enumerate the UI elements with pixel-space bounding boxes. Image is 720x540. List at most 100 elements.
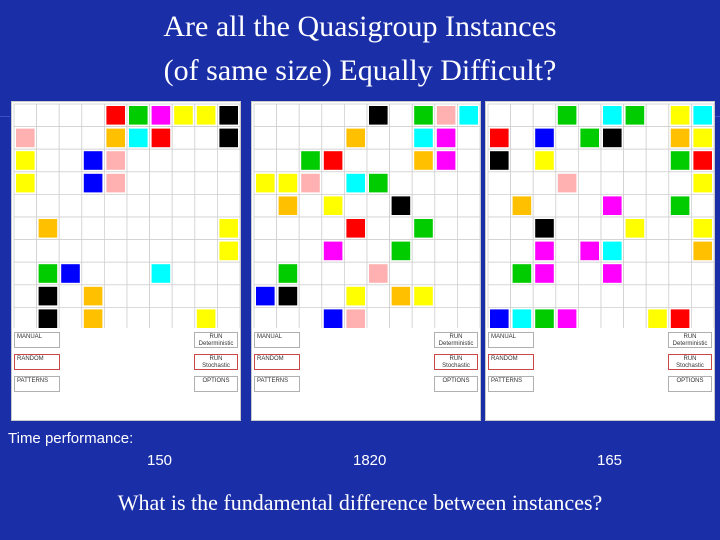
grid-cell[interactable]: [645, 239, 670, 263]
grid-cell[interactable]: [253, 148, 278, 173]
grid-cell[interactable]: [194, 239, 218, 263]
random-button[interactable]: RANDOM: [488, 354, 534, 370]
colored-cell-orange[interactable]: [106, 128, 125, 148]
colored-cell-orange[interactable]: [346, 128, 365, 148]
colored-cell-yellow[interactable]: [535, 151, 554, 170]
grid-cell[interactable]: [578, 148, 602, 173]
colored-cell-green[interactable]: [414, 106, 433, 125]
colored-cell-red[interactable]: [346, 219, 365, 238]
colored-cell-yellow[interactable]: [693, 173, 712, 193]
random-button[interactable]: RANDOM: [254, 354, 300, 370]
grid-cell[interactable]: [578, 103, 602, 128]
colored-cell-yellow[interactable]: [670, 106, 690, 125]
grid-cell[interactable]: [668, 171, 692, 195]
grid-cell[interactable]: [411, 261, 436, 286]
grid-cell[interactable]: [321, 171, 345, 195]
grid-cell[interactable]: [456, 171, 480, 195]
grid-cell[interactable]: [668, 216, 692, 241]
grid-cell[interactable]: [149, 194, 173, 218]
grid-cell[interactable]: [171, 216, 196, 241]
grid-cell[interactable]: [253, 194, 278, 218]
grid-cell[interactable]: [253, 126, 278, 150]
colored-cell-black[interactable]: [38, 309, 58, 328]
patterns-button[interactable]: PATTERNS: [14, 376, 60, 392]
grid-cell[interactable]: [126, 306, 151, 328]
grid-cell[interactable]: [366, 216, 391, 241]
grid-cell[interactable]: [434, 216, 458, 241]
colored-cell-magenta[interactable]: [557, 309, 577, 328]
colored-cell-blue[interactable]: [323, 309, 343, 328]
grid-cell[interactable]: [389, 126, 413, 150]
grid-cell[interactable]: [81, 126, 105, 150]
grid-cell[interactable]: [36, 194, 60, 218]
grid-cell[interactable]: [298, 216, 323, 241]
grid-cell[interactable]: [13, 103, 38, 128]
colored-cell-red[interactable]: [106, 106, 125, 125]
grid-cell[interactable]: [456, 148, 480, 173]
grid-cell[interactable]: [456, 261, 480, 286]
grid-cell[interactable]: [253, 306, 278, 328]
colored-cell-green[interactable]: [414, 219, 433, 238]
grid-cell[interactable]: [81, 239, 105, 263]
colored-cell-magenta[interactable]: [151, 106, 171, 125]
colored-cell-blue[interactable]: [535, 128, 554, 148]
grid-cell[interactable]: [171, 306, 196, 328]
grid-cell[interactable]: [645, 261, 670, 286]
grid-cell[interactable]: [487, 103, 512, 128]
grid-cell[interactable]: [81, 194, 105, 218]
grid-cell[interactable]: [645, 284, 670, 308]
grid-cell[interactable]: [600, 148, 625, 173]
grid-cell[interactable]: [81, 261, 105, 286]
grid-cell[interactable]: [623, 194, 647, 218]
colored-cell-green[interactable]: [670, 196, 690, 215]
grid-cell[interactable]: [668, 284, 692, 308]
colored-cell-yellow[interactable]: [648, 309, 667, 328]
grid-cell[interactable]: [487, 261, 512, 286]
grid-cell[interactable]: [434, 306, 458, 328]
grid-cell[interactable]: [456, 194, 480, 218]
colored-cell-orange[interactable]: [414, 151, 433, 170]
grid-cell[interactable]: [276, 306, 300, 328]
grid-cell[interactable]: [126, 148, 151, 173]
grid-cell[interactable]: [487, 239, 512, 263]
grid-cell[interactable]: [532, 103, 557, 128]
grid-cell[interactable]: [578, 171, 602, 195]
colored-cell-yellow[interactable]: [219, 241, 238, 261]
grid-cell[interactable]: [434, 194, 458, 218]
grid-cell[interactable]: [623, 239, 647, 263]
grid-cell[interactable]: [36, 239, 60, 263]
grid-cell[interactable]: [623, 148, 647, 173]
grid-cell[interactable]: [578, 306, 602, 328]
colored-cell-blue[interactable]: [61, 264, 80, 283]
colored-cell-cyan[interactable]: [603, 241, 622, 261]
colored-cell-cyan[interactable]: [512, 309, 532, 328]
colored-cell-green[interactable]: [129, 106, 148, 125]
colored-cell-pink[interactable]: [106, 173, 125, 193]
grid-cell[interactable]: [389, 103, 413, 128]
grid-cell[interactable]: [344, 261, 368, 286]
patterns-button[interactable]: PATTERNS: [488, 376, 534, 392]
grid-cell[interactable]: [126, 171, 151, 195]
grid-cell[interactable]: [149, 306, 173, 328]
grid-cell[interactable]: [321, 216, 345, 241]
colored-cell-cyan[interactable]: [603, 106, 622, 125]
colored-cell-black[interactable]: [369, 106, 388, 125]
grid-cell[interactable]: [411, 194, 436, 218]
colored-cell-cyan[interactable]: [693, 106, 712, 125]
run-stochastic-button[interactable]: RUN Stochastic: [194, 354, 238, 370]
grid-cell[interactable]: [171, 148, 196, 173]
grid-cell[interactable]: [81, 216, 105, 241]
grid-cell[interactable]: [58, 284, 83, 308]
grid-cell[interactable]: [298, 103, 323, 128]
grid-cell[interactable]: [298, 306, 323, 328]
grid-cell[interactable]: [555, 216, 579, 241]
colored-cell-red[interactable]: [490, 128, 509, 148]
colored-cell-yellow[interactable]: [16, 151, 35, 170]
grid-cell[interactable]: [532, 284, 557, 308]
grid-cell[interactable]: [366, 239, 391, 263]
colored-cell-green[interactable]: [535, 309, 554, 328]
grid-cell[interactable]: [600, 216, 625, 241]
colored-cell-blue[interactable]: [256, 286, 275, 306]
grid-cell[interactable]: [216, 306, 240, 328]
grid-cell[interactable]: [434, 284, 458, 308]
